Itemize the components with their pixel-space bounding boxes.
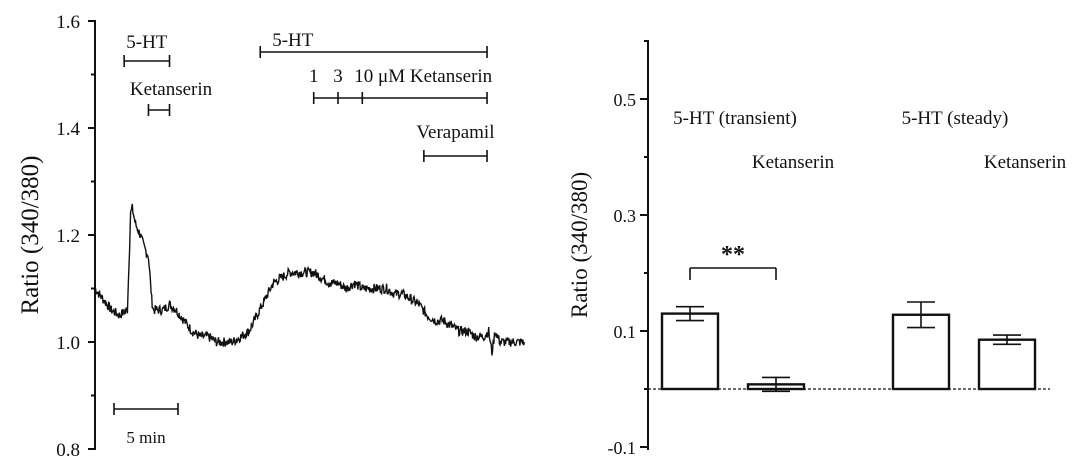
bar-y-axis-label: Ratio (340/380) <box>567 172 592 318</box>
verapamil-label: Verapamil <box>416 122 494 143</box>
trace-y-ticks <box>88 20 95 450</box>
left-5ht-label: 5-HT <box>126 32 168 53</box>
bar-y-ticks <box>640 40 648 448</box>
bar-label-ketanserin-transient: Ketanserin <box>752 152 835 173</box>
bar-y-tick-label: -0.1 <box>608 438 637 458</box>
group-label-transient: 5-HT (transient) <box>673 108 797 129</box>
bar-y-tick-labels: -0.1 0.1 0.3 0.5 <box>608 90 637 458</box>
bar-y-tick-label: 0.5 <box>614 90 637 110</box>
time-scale-bar <box>113 403 179 415</box>
group-label-steady: 5-HT (steady) <box>902 108 1009 129</box>
left-ketanserin-label: Ketanserin <box>130 79 213 100</box>
trace-panel: 0.8 1.0 1.2 1.4 1.6 Ratio (340/380) 5-HT Ket… <box>17 12 525 461</box>
trace-line <box>94 203 525 356</box>
trace-y-tick-label: 1.2 <box>56 226 80 247</box>
right-5ht-label: 5-HT <box>272 30 314 51</box>
drug-annotations: 5-HT Ketanserin 5-HT 1 3 10 μM Ketanseri… <box>123 30 494 162</box>
significance-bracket <box>689 267 777 280</box>
bars <box>660 301 1037 393</box>
dose-1-label: 1 <box>309 66 319 87</box>
ketanserin-dose-bracket <box>312 92 488 104</box>
bar-panel: -0.1 0.1 0.3 0.5 Ratio (340/380) 5-HT (tran… <box>567 40 1067 458</box>
time-scale-bar-label: 5 min <box>126 428 166 447</box>
trace-y-tick-label: 1.6 <box>56 12 80 33</box>
trace-y-tick-label: 1.0 <box>56 333 80 354</box>
significance-label: ** <box>721 242 745 268</box>
bar <box>660 312 720 391</box>
bar <box>977 338 1037 391</box>
dose-10-ketanserin-label: 10 μM Ketanserin <box>354 66 492 87</box>
trace-y-axis-label: Ratio (340/380) <box>17 155 44 314</box>
left-ketanserin-bracket <box>147 104 171 116</box>
left-5ht-bracket <box>123 55 171 67</box>
bar-label-ketanserin-steady: Ketanserin <box>984 152 1067 173</box>
trace-y-tick-label: 1.4 <box>56 119 80 140</box>
right-5ht-bracket <box>259 46 488 58</box>
verapamil-bracket <box>423 150 488 162</box>
trace-y-tick-label: 0.8 <box>56 440 80 459</box>
bar-y-tick-label: 0.1 <box>614 322 637 342</box>
dose-3-label: 3 <box>333 66 343 87</box>
trace-y-tick-labels: 0.8 1.0 1.2 1.4 1.6 <box>56 12 80 461</box>
bar-y-tick-label: 0.3 <box>614 206 637 226</box>
